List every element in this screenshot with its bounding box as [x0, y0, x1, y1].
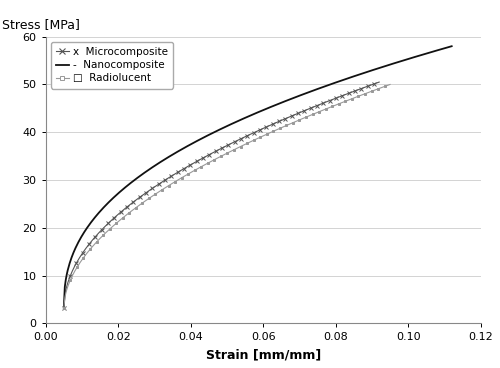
-  Nanocomposite [187, 142, 193, 147]
Line: □  Radiolucent: □ Radiolucent [62, 83, 392, 309]
□  Radiolucent [387, 82, 393, 86]
□  Radiolucent [62, 295, 68, 300]
x  Microcomposite [248, 132, 254, 137]
-  Nanocomposite [61, 306, 67, 310]
Legend: x  Microcomposite, -  Nanocomposite, □  Radiolucent: x Microcomposite, - Nanocomposite, □ Rad… [51, 42, 173, 89]
Text: Stress [MPa]: Stress [MPa] [2, 18, 80, 31]
x  Microcomposite [376, 80, 382, 84]
-  Nanocomposite [108, 198, 114, 203]
□  Radiolucent [356, 93, 362, 98]
x  Microcomposite [248, 131, 254, 136]
x  Microcomposite [254, 129, 260, 134]
x  Microcomposite [346, 91, 352, 95]
-  Nanocomposite [214, 128, 220, 133]
□  Radiolucent [260, 134, 266, 138]
-  Nanocomposite [448, 44, 454, 49]
□  Radiolucent [254, 137, 260, 141]
X-axis label: Strain [mm/mm]: Strain [mm/mm] [206, 348, 321, 361]
□  Radiolucent [61, 306, 67, 310]
x  Microcomposite [326, 98, 332, 103]
Line: x  Microcomposite: x Microcomposite [62, 80, 381, 310]
□  Radiolucent [336, 102, 342, 106]
-  Nanocomposite [305, 91, 311, 95]
-  Nanocomposite [342, 77, 348, 81]
x  Microcomposite [61, 306, 67, 310]
□  Radiolucent [255, 136, 261, 141]
x  Microcomposite [62, 293, 68, 297]
-  Nanocomposite [341, 78, 347, 82]
Line: -  Nanocomposite: - Nanocomposite [64, 46, 452, 308]
